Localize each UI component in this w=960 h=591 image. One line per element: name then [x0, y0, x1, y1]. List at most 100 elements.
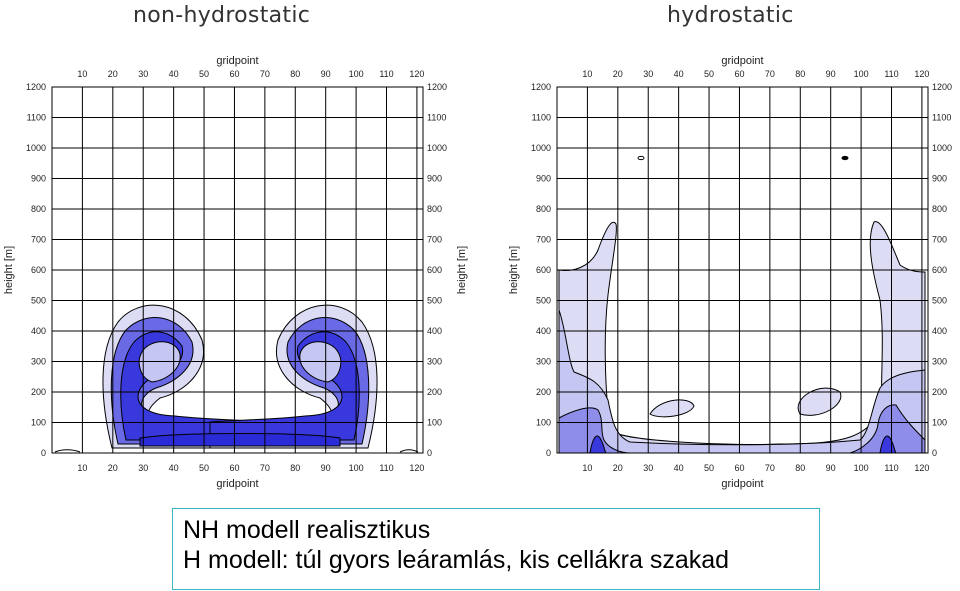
left-x-tick-top: 100 — [349, 69, 364, 79]
left-x-tick-top: 90 — [321, 69, 331, 79]
left-x-tick-bottom: 40 — [169, 463, 179, 473]
left-y-tick-left: 1100 — [27, 113, 46, 123]
left-y-tick-right: 700 — [427, 235, 442, 245]
left-x-axis-label-top: gridpoint — [216, 55, 258, 67]
right-y-tick-left: 200 — [536, 387, 551, 397]
right-x-tick-bottom: 100 — [854, 463, 869, 473]
left-y-tick-right: 1100 — [427, 113, 446, 123]
left-x-tick-top: 70 — [260, 69, 270, 79]
left-y-tick-right: 600 — [427, 265, 442, 275]
right-plot-frame — [556, 86, 929, 454]
right-x-tick-bottom: 70 — [765, 463, 775, 473]
right-y-tick-left: 700 — [536, 235, 551, 245]
left-x-axis-label-bottom: gridpoint — [216, 478, 258, 490]
left-panel-title: non-hydrostatic — [133, 3, 311, 28]
right-y-tick-left: 300 — [536, 357, 551, 367]
right-x-axis-label-top: gridpoint — [721, 55, 763, 67]
right-x-tick-top: 30 — [643, 69, 653, 79]
right-x-tick-bottom: 30 — [643, 463, 653, 473]
right-x-tick-bottom: 10 — [582, 463, 592, 473]
left-contour-field — [54, 304, 419, 453]
left-x-tick-bottom: 120 — [409, 463, 424, 473]
right-mid-bubble — [649, 399, 695, 418]
right-y-tick-left: 0 — [546, 448, 551, 458]
right-core-left — [589, 435, 607, 454]
right-inner-right — [849, 404, 926, 454]
note-box: NH modell realisztikus H modell: túl gyo… — [172, 508, 820, 590]
right-y-tick-right: 700 — [932, 235, 947, 245]
right-x-tick-top: 50 — [704, 69, 714, 79]
left-boundary-ripple-right — [399, 449, 419, 453]
left-x-tick-bottom: 90 — [321, 463, 331, 473]
left-x-tick-bottom: 30 — [138, 463, 148, 473]
left-x-tick-top: 80 — [290, 69, 300, 79]
right-y-tick-left: 600 — [536, 265, 551, 275]
right-x-tick-bottom: 120 — [914, 463, 929, 473]
right-x-tick-top: 40 — [674, 69, 684, 79]
left-y-tick-right: 400 — [427, 326, 442, 336]
left-y-tick-right: 500 — [427, 296, 442, 306]
right-x-tick-top: 60 — [734, 69, 744, 79]
right-y-tick-left: 900 — [536, 174, 551, 184]
left-y-axis-label-left: height [m] — [3, 246, 15, 294]
right-y-tick-right: 800 — [932, 204, 947, 214]
right-small-cell-right — [841, 155, 849, 161]
right-x-tick-top: 100 — [854, 69, 869, 79]
left-y-axis-label-right: height [m] — [456, 246, 468, 294]
left-y-tick-left: 800 — [31, 204, 46, 214]
right-y-tick-right: 500 — [932, 296, 947, 306]
left-x-tick-bottom: 80 — [290, 463, 300, 473]
left-y-tick-right: 0 — [427, 448, 432, 458]
left-y-tick-right: 200 — [427, 387, 442, 397]
left-y-tick-right: 100 — [427, 418, 442, 428]
right-x-tick-top: 120 — [914, 69, 929, 79]
left-y-tick-right: 800 — [427, 204, 442, 214]
right-y-tick-left: 1000 — [531, 143, 551, 153]
right-y-tick-right: 100 — [932, 418, 947, 428]
left-x-tick-top: 30 — [138, 69, 148, 79]
right-y-tick-right: 200 — [932, 387, 947, 397]
right-y-tick-left: 1200 — [531, 82, 551, 92]
right-x-tick-bottom: 50 — [704, 463, 714, 473]
right-y-tick-right: 1000 — [932, 143, 952, 153]
right-y-tick-left: 800 — [536, 204, 551, 214]
left-x-tick-top: 120 — [409, 69, 424, 79]
right-y-tick-right: 600 — [932, 265, 947, 275]
right-x-tick-top: 90 — [826, 69, 836, 79]
left-x-tick-top: 50 — [199, 69, 209, 79]
right-x-tick-top: 10 — [582, 69, 592, 79]
right-y-tick-right: 300 — [932, 357, 947, 367]
axes-layer: 1010202030304040505060607070808090901001… — [3, 55, 952, 490]
right-x-axis-label-bottom: gridpoint — [721, 478, 763, 490]
left-x-tick-top: 40 — [169, 69, 179, 79]
right-y-tick-left: 500 — [536, 296, 551, 306]
left-x-tick-top: 110 — [379, 69, 393, 79]
left-y-tick-left: 300 — [31, 357, 46, 367]
left-y-tick-left: 0 — [41, 448, 46, 458]
left-y-tick-left: 600 — [31, 265, 46, 275]
left-x-tick-bottom: 10 — [77, 463, 87, 473]
left-y-tick-left: 900 — [31, 174, 46, 184]
right-inner-left — [558, 407, 631, 454]
left-x-tick-top: 10 — [77, 69, 87, 79]
left-x-tick-bottom: 20 — [108, 463, 118, 473]
left-y-tick-right: 900 — [427, 174, 442, 184]
right-y-tick-right: 0 — [932, 448, 937, 458]
left-x-tick-bottom: 70 — [260, 463, 270, 473]
right-small-cell-left — [637, 155, 645, 161]
right-y-tick-left: 1100 — [532, 113, 551, 123]
right-x-tick-bottom: 110 — [884, 463, 898, 473]
left-bottom-band — [139, 433, 341, 447]
right-x-tick-bottom: 40 — [674, 463, 684, 473]
left-y-tick-left: 1000 — [26, 143, 46, 153]
left-x-tick-bottom: 100 — [349, 463, 364, 473]
left-x-tick-bottom: 60 — [229, 463, 239, 473]
right-x-tick-top: 80 — [795, 69, 805, 79]
left-y-tick-left: 500 — [31, 296, 46, 306]
left-x-tick-top: 20 — [108, 69, 118, 79]
right-x-tick-top: 20 — [613, 69, 623, 79]
left-y-tick-left: 700 — [31, 235, 46, 245]
left-y-tick-right: 1000 — [427, 143, 447, 153]
left-x-tick-top: 60 — [229, 69, 239, 79]
right-x-tick-bottom: 80 — [795, 463, 805, 473]
